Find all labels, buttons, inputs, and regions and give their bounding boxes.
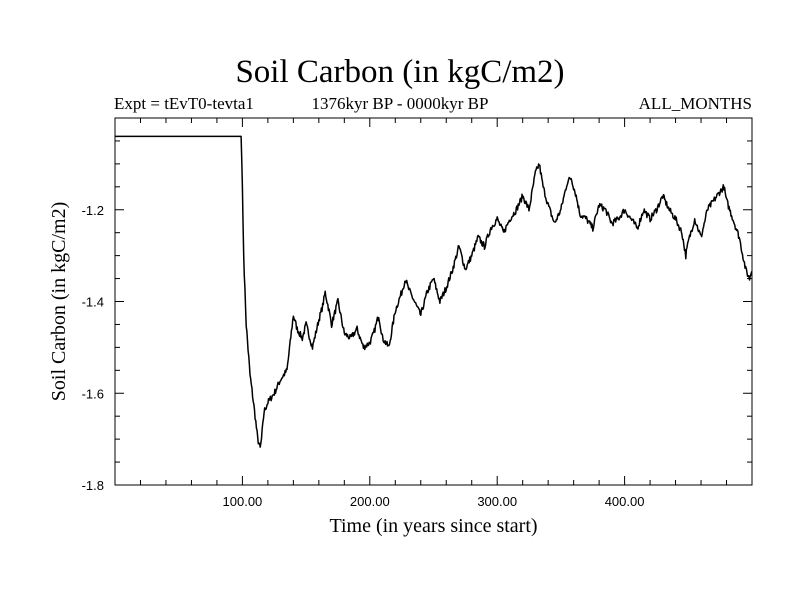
page-title: Soil Carbon (in kgC/m2) — [235, 54, 565, 90]
x-tick-label: 400.00 — [605, 494, 645, 509]
y-tick-label: -1.6 — [82, 386, 104, 401]
y-axis-label: Soil Carbon (in kgC/m2) — [48, 202, 70, 401]
y-tick-label: -1.8 — [82, 478, 104, 493]
series-line-soil-carbon — [114, 135, 753, 448]
ticks-layer — [115, 118, 752, 485]
x-axis-label: Time (in years since start) — [329, 515, 537, 537]
x-tick-label: 200.00 — [350, 494, 390, 509]
series-layer — [114, 135, 753, 448]
x-tick-label: 300.00 — [477, 494, 517, 509]
y-tick-label: -1.2 — [82, 203, 104, 218]
plot-frame — [114, 117, 753, 486]
experiment-label: Expt = tEvT0-tevta1 — [114, 94, 254, 113]
period-label: 1376kyr BP - 0000kyr BP — [311, 94, 489, 113]
season-label: ALL_MONTHS — [638, 94, 752, 113]
labels-layer: 100.00 200.00 300.00 400.00 -1.8 -1.6 -1.4 -1.2… — [48, 202, 644, 537]
y-tick-label: -1.4 — [82, 295, 104, 310]
x-tick-label: 100.00 — [223, 494, 263, 509]
